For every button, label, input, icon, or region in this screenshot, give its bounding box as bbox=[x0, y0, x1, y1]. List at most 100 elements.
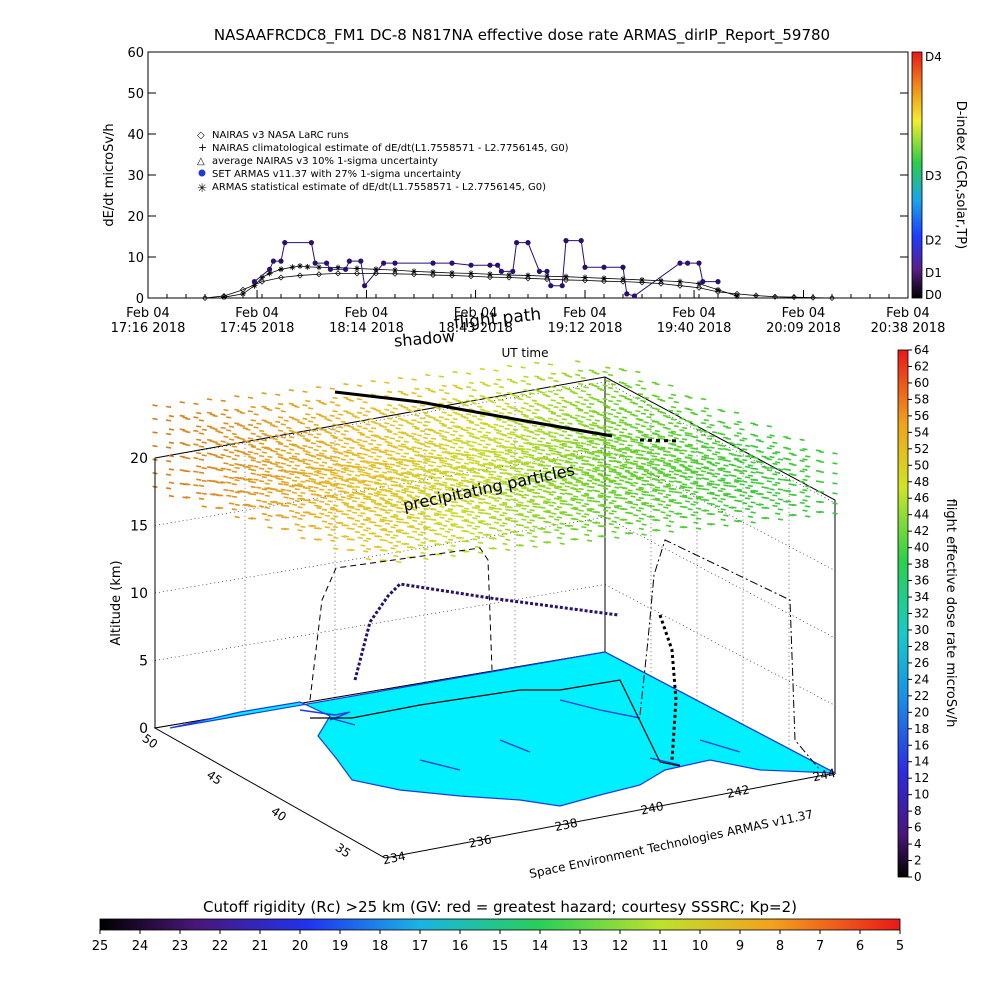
particle-mark bbox=[258, 492, 265, 495]
particle-mark bbox=[633, 492, 639, 495]
particle-mark bbox=[277, 456, 284, 459]
particle-mark bbox=[351, 491, 357, 495]
particle-mark bbox=[373, 408, 379, 411]
particle-mark bbox=[248, 480, 254, 483]
particle-mark bbox=[498, 464, 505, 467]
particle-mark bbox=[515, 481, 521, 485]
particle-mark bbox=[706, 437, 712, 440]
particle-mark bbox=[504, 505, 511, 509]
particle-mark bbox=[643, 408, 649, 412]
particle-mark bbox=[736, 443, 742, 446]
particle-mark bbox=[351, 440, 357, 443]
particle-mark bbox=[600, 481, 606, 484]
particle-mark bbox=[505, 528, 511, 531]
particle-mark bbox=[651, 445, 657, 448]
particle-mark bbox=[412, 497, 418, 500]
particle-mark bbox=[286, 476, 292, 480]
particle-mark bbox=[772, 462, 778, 466]
cutoff-tick-label: 21 bbox=[252, 939, 269, 954]
particle-mark bbox=[411, 432, 417, 436]
particle-mark bbox=[651, 458, 657, 461]
particle-mark bbox=[558, 421, 565, 424]
particle-mark bbox=[419, 442, 426, 446]
particle-mark bbox=[627, 385, 633, 389]
particle-mark bbox=[220, 413, 226, 416]
particle-mark bbox=[422, 411, 428, 415]
particle-mark bbox=[362, 518, 369, 522]
particle-mark bbox=[504, 517, 511, 520]
particle-mark bbox=[444, 486, 450, 489]
particle-mark bbox=[346, 495, 352, 498]
particle-mark bbox=[515, 523, 522, 527]
particle-mark bbox=[499, 524, 505, 527]
particle-mark bbox=[605, 484, 612, 488]
particle-mark bbox=[398, 423, 404, 427]
particle-mark bbox=[540, 425, 546, 428]
particle-mark bbox=[256, 435, 262, 438]
particle-mark bbox=[580, 455, 586, 458]
particle-mark bbox=[417, 491, 423, 494]
particle-mark bbox=[414, 440, 420, 444]
right-wall-gridline bbox=[604, 584, 836, 706]
particle-mark bbox=[534, 429, 540, 433]
particle-mark bbox=[226, 442, 232, 445]
particle-mark bbox=[635, 453, 641, 456]
particle-mark bbox=[425, 482, 431, 485]
particle-mark bbox=[783, 435, 789, 439]
particle-mark bbox=[450, 489, 456, 492]
particle-mark bbox=[431, 472, 437, 476]
particle-mark bbox=[430, 390, 436, 393]
particle-mark bbox=[638, 507, 644, 510]
particle-mark bbox=[586, 479, 593, 482]
particle-mark bbox=[386, 390, 393, 394]
particle-mark bbox=[684, 467, 691, 470]
particle-mark bbox=[613, 453, 619, 456]
particle-mark bbox=[687, 396, 693, 399]
particle-mark bbox=[370, 393, 376, 396]
particle-mark bbox=[471, 388, 477, 392]
particle-mark bbox=[747, 515, 754, 518]
particle-mark bbox=[668, 431, 674, 434]
particle-mark bbox=[354, 530, 361, 534]
particle-mark bbox=[444, 444, 450, 447]
particle-mark bbox=[392, 458, 398, 461]
particle-mark bbox=[559, 502, 565, 505]
particle-mark bbox=[275, 477, 281, 480]
particle-mark bbox=[220, 481, 226, 484]
particle-mark bbox=[755, 481, 762, 485]
particle-mark bbox=[537, 527, 543, 531]
particle-mark bbox=[449, 408, 456, 411]
particle-mark bbox=[359, 460, 365, 463]
particle-mark bbox=[461, 540, 467, 543]
d-index-tick-label: D1 bbox=[925, 266, 942, 280]
particle-mark bbox=[805, 485, 811, 488]
particle-mark bbox=[316, 413, 322, 416]
particle-mark bbox=[665, 504, 672, 507]
particle-mark bbox=[619, 467, 625, 470]
particle-mark bbox=[700, 434, 707, 437]
particle-mark bbox=[832, 482, 838, 485]
particle-mark bbox=[472, 517, 478, 520]
particle-mark bbox=[588, 369, 594, 372]
particle-mark bbox=[305, 466, 311, 469]
particle-mark bbox=[717, 479, 723, 482]
particle-mark bbox=[799, 459, 805, 463]
particle-mark bbox=[649, 413, 655, 416]
particle-mark bbox=[597, 524, 604, 528]
particle-mark bbox=[624, 481, 630, 484]
particle-mark bbox=[783, 500, 789, 503]
particle-mark bbox=[280, 436, 286, 439]
particle-mark bbox=[507, 411, 513, 415]
particle-mark bbox=[542, 432, 548, 435]
left-wall-gridline bbox=[154, 381, 606, 459]
particle-mark bbox=[179, 482, 185, 485]
particle-mark bbox=[438, 443, 444, 446]
particle-mark bbox=[766, 480, 772, 483]
particle-mark bbox=[580, 416, 586, 419]
particle-mark bbox=[340, 470, 347, 474]
armas-point bbox=[700, 279, 706, 285]
particle-mark bbox=[621, 475, 628, 478]
particle-mark bbox=[278, 441, 284, 445]
particle-mark bbox=[610, 447, 617, 450]
particle-mark bbox=[520, 393, 526, 396]
